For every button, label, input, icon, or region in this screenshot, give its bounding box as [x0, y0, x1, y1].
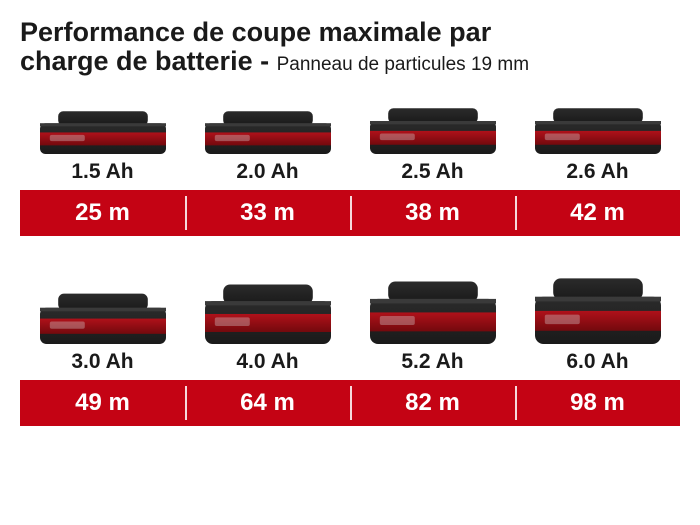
battery-cell: 6.0 Ah [515, 254, 680, 380]
battery-cell: 2.0 Ah [185, 90, 350, 190]
performance-value: 98 m [515, 380, 680, 426]
battery-cell: 1.5 Ah [20, 90, 185, 190]
value-row: 25 m33 m38 m42 m [20, 190, 680, 236]
performance-value: 33 m [185, 190, 350, 236]
capacity-label: 2.6 Ah [566, 160, 628, 184]
capacity-label: 5.2 Ah [401, 350, 463, 374]
battery-cell: 3.0 Ah [20, 254, 185, 380]
title-line2-sub: Panneau de particules 19 mm [277, 54, 529, 75]
battery-icon [33, 98, 173, 154]
battery-row: 1.5 Ah 2.0 Ah [20, 90, 680, 190]
battery-icon [363, 262, 503, 344]
battery-icon [363, 94, 503, 154]
capacity-label: 4.0 Ah [236, 350, 298, 374]
battery-icon [198, 266, 338, 344]
performance-value: 25 m [20, 190, 185, 236]
capacity-label: 3.0 Ah [71, 350, 133, 374]
value-row: 49 m64 m82 m98 m [20, 380, 680, 426]
capacity-label: 6.0 Ah [566, 350, 628, 374]
title-line1: Performance de coupe maximale par [20, 17, 491, 47]
battery-icon [528, 94, 668, 154]
performance-value: 42 m [515, 190, 680, 236]
battery-cell: 4.0 Ah [185, 254, 350, 380]
battery-icon [33, 278, 173, 344]
performance-value: 64 m [185, 380, 350, 426]
row-group: 1.5 Ah 2.0 Ah [20, 90, 680, 236]
battery-row: 3.0 Ah 4.0 Ah [20, 254, 680, 380]
performance-value: 38 m [350, 190, 515, 236]
capacity-label: 1.5 Ah [71, 160, 133, 184]
chart-title: Performance de coupe maximale par charge… [20, 18, 680, 76]
capacity-label: 2.5 Ah [401, 160, 463, 184]
capacity-label: 2.0 Ah [236, 160, 298, 184]
row-group: 3.0 Ah 4.0 Ah [20, 254, 680, 426]
battery-cell: 5.2 Ah [350, 254, 515, 380]
title-line2-bold: charge de batterie - [20, 46, 277, 76]
performance-grid: 1.5 Ah 2.0 Ah [20, 90, 680, 426]
battery-icon [198, 98, 338, 154]
performance-value: 49 m [20, 380, 185, 426]
battery-cell: 2.5 Ah [350, 90, 515, 190]
battery-icon [528, 258, 668, 344]
battery-cell: 2.6 Ah [515, 90, 680, 190]
performance-value: 82 m [350, 380, 515, 426]
